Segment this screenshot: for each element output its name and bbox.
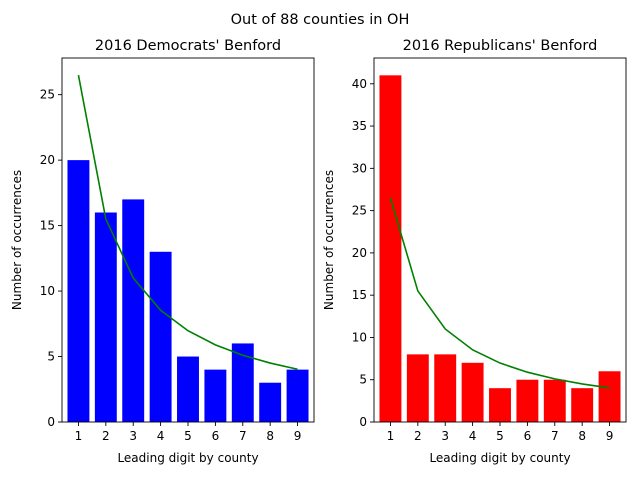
bar-9 [598, 371, 621, 422]
x-tick-label-6: 6 [524, 429, 532, 443]
x-tick-label-5: 5 [184, 429, 192, 443]
y-tick-label-40: 40 [352, 77, 367, 91]
x-tick-label-9: 9 [606, 429, 614, 443]
y-tick-label-30: 30 [352, 161, 367, 175]
bar-7 [231, 343, 254, 422]
chart-1: 1 2 3 4 5 6 7 8 9 0 5 10 15 20 25 30 35 40 2016 Republican… [322, 38, 627, 465]
y-axis-label: Number of occurrences [10, 170, 24, 310]
benford-expected-line [389, 197, 610, 389]
x-tick-label-1: 1 [75, 429, 83, 443]
bar-8 [259, 382, 282, 422]
x-tick-label-4: 4 [469, 429, 477, 443]
benford-expected-line [77, 75, 298, 371]
bar-3 [434, 354, 457, 422]
y-tick-label-25: 25 [40, 88, 55, 102]
y-tick-label-20: 20 [352, 246, 367, 260]
x-tick-label-8: 8 [578, 429, 586, 443]
y-tick-label-0: 0 [359, 415, 367, 429]
x-tick-label-6: 6 [212, 429, 220, 443]
x-tick-label-8: 8 [266, 429, 274, 443]
x-tick-label-7: 7 [239, 429, 247, 443]
x-tick-label-5: 5 [496, 429, 504, 443]
bar-3 [122, 199, 145, 422]
bar-9 [286, 369, 309, 422]
y-tick-label-5: 5 [359, 373, 367, 387]
bar-5 [489, 388, 511, 422]
y-tick-label-0: 0 [47, 415, 55, 429]
x-tick-label-3: 3 [129, 429, 137, 443]
x-tick-label-3: 3 [441, 429, 449, 443]
y-tick-label-35: 35 [352, 119, 367, 133]
bar-6 [516, 379, 539, 422]
chart-0: 1 2 3 4 5 6 7 8 9 0 5 10 15 20 25 2016 Democrats' Benfo… [10, 38, 315, 465]
y-axis-label: Number of occurrences [322, 170, 336, 310]
x-tick-label-4: 4 [157, 429, 165, 443]
bar-4 [149, 251, 172, 422]
bar-5 [177, 356, 199, 422]
x-tick-label-7: 7 [551, 429, 559, 443]
bar-6 [204, 369, 227, 422]
y-tick-label-25: 25 [352, 204, 367, 218]
y-tick-label-10: 10 [352, 330, 367, 344]
y-tick-label-15: 15 [40, 219, 55, 233]
chart-title: 2016 Democrats' Benford [95, 38, 281, 54]
x-tick-label-2: 2 [414, 429, 422, 443]
x-axis-label: Leading digit by county [429, 451, 570, 465]
x-axis-label: Leading digit by county [117, 451, 258, 465]
x-tick-label-1: 1 [387, 429, 395, 443]
y-tick-label-10: 10 [40, 284, 55, 298]
figure-suptitle: Out of 88 counties in OH [231, 12, 410, 28]
bar-1 [67, 160, 90, 422]
bar-8 [571, 388, 594, 422]
bar-2 [94, 212, 117, 422]
chart-title: 2016 Republicans' Benford [403, 38, 598, 54]
x-tick-label-9: 9 [294, 429, 302, 443]
bar-2 [406, 354, 429, 422]
x-tick-label-2: 2 [102, 429, 110, 443]
y-tick-label-5: 5 [47, 350, 55, 364]
y-tick-label-20: 20 [40, 153, 55, 167]
bar-4 [461, 362, 484, 422]
bar-1 [379, 75, 402, 422]
bar-7 [543, 379, 566, 422]
y-tick-label-15: 15 [352, 288, 367, 302]
